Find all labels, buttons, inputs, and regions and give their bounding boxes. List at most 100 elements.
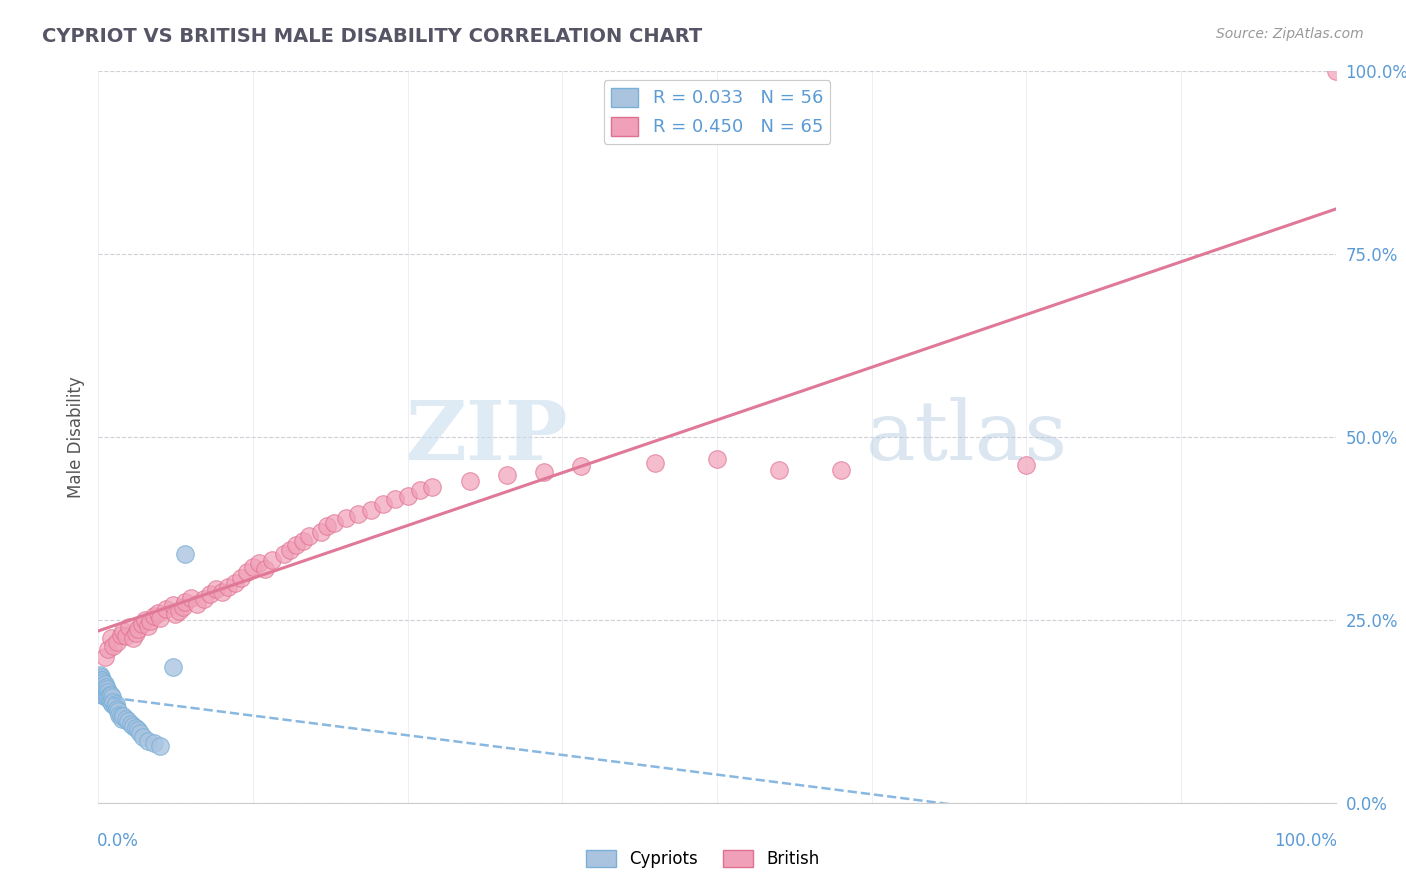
Point — [134, 613, 156, 627]
Text: atlas: atlas — [866, 397, 1067, 477]
Point — [100, 695, 122, 709]
Point — [127, 723, 149, 737]
Point — [103, 695, 125, 709]
Point — [91, 680, 114, 694]
Point — [114, 712, 136, 726]
Point — [224, 576, 246, 591]
Point — [105, 635, 128, 649]
Point — [155, 602, 177, 616]
Point — [103, 699, 125, 714]
Point — [360, 503, 382, 517]
Point — [242, 560, 264, 574]
Point — [93, 688, 115, 702]
Point — [205, 582, 228, 597]
Point — [167, 604, 190, 618]
Point — [149, 739, 172, 753]
Point — [273, 547, 295, 561]
Point — [101, 690, 124, 704]
Point — [94, 684, 117, 698]
Text: Source: ZipAtlas.com: Source: ZipAtlas.com — [1216, 27, 1364, 41]
Point — [260, 553, 283, 567]
Point — [162, 660, 184, 674]
Point — [1324, 64, 1347, 78]
Point — [278, 543, 301, 558]
Point — [149, 611, 172, 625]
Point — [93, 682, 115, 697]
Point — [90, 677, 112, 691]
Point — [117, 714, 139, 728]
Point — [211, 585, 233, 599]
Point — [644, 456, 666, 470]
Point — [127, 622, 149, 636]
Point — [165, 607, 187, 621]
Point — [162, 599, 184, 613]
Point — [174, 547, 197, 561]
Point — [298, 529, 321, 543]
Point — [91, 677, 114, 691]
Point — [93, 649, 115, 664]
Point — [371, 497, 394, 511]
Point — [1015, 458, 1038, 472]
Point — [291, 533, 314, 548]
Point — [174, 594, 197, 608]
Legend: Cypriots, British: Cypriots, British — [579, 843, 827, 875]
Point — [89, 679, 111, 693]
Point — [180, 591, 202, 605]
Point — [89, 675, 111, 690]
Point — [107, 705, 129, 719]
Text: ZIP: ZIP — [406, 397, 568, 477]
Point — [285, 538, 308, 552]
Point — [96, 682, 118, 697]
Point — [97, 690, 120, 704]
Point — [143, 609, 166, 624]
Point — [146, 606, 169, 620]
Point — [122, 632, 145, 646]
Point — [143, 736, 166, 750]
Point — [90, 673, 112, 687]
Point — [90, 682, 112, 697]
Text: 0.0%: 0.0% — [97, 832, 139, 850]
Point — [94, 690, 117, 704]
Point — [96, 688, 118, 702]
Point — [98, 688, 121, 702]
Point — [569, 459, 592, 474]
Point — [108, 708, 131, 723]
Point — [112, 709, 135, 723]
Point — [110, 709, 132, 723]
Point — [124, 721, 146, 735]
Point — [93, 686, 115, 700]
Point — [111, 712, 134, 726]
Point — [236, 566, 259, 580]
Point — [104, 697, 127, 711]
Point — [193, 592, 215, 607]
Point — [533, 465, 555, 479]
Point — [217, 580, 239, 594]
Point — [139, 615, 162, 629]
Point — [90, 680, 112, 694]
Legend: R = 0.033   N = 56, R = 0.450   N = 65: R = 0.033 N = 56, R = 0.450 N = 65 — [605, 80, 830, 144]
Point — [335, 510, 357, 524]
Point — [131, 616, 153, 631]
Point — [198, 587, 221, 601]
Point — [93, 682, 115, 697]
Point — [103, 639, 125, 653]
Point — [110, 627, 132, 641]
Point — [94, 680, 117, 694]
Point — [322, 516, 344, 531]
Point — [136, 733, 159, 747]
Point — [136, 619, 159, 633]
Point — [495, 468, 517, 483]
Point — [120, 716, 142, 731]
Point — [101, 697, 124, 711]
Point — [384, 492, 406, 507]
Point — [172, 599, 194, 614]
Point — [112, 624, 135, 638]
Point — [129, 726, 152, 740]
Y-axis label: Male Disability: Male Disability — [66, 376, 84, 498]
Point — [93, 675, 115, 690]
Point — [247, 556, 270, 570]
Point — [422, 480, 444, 494]
Point — [114, 629, 136, 643]
Point — [124, 626, 146, 640]
Point — [98, 693, 121, 707]
